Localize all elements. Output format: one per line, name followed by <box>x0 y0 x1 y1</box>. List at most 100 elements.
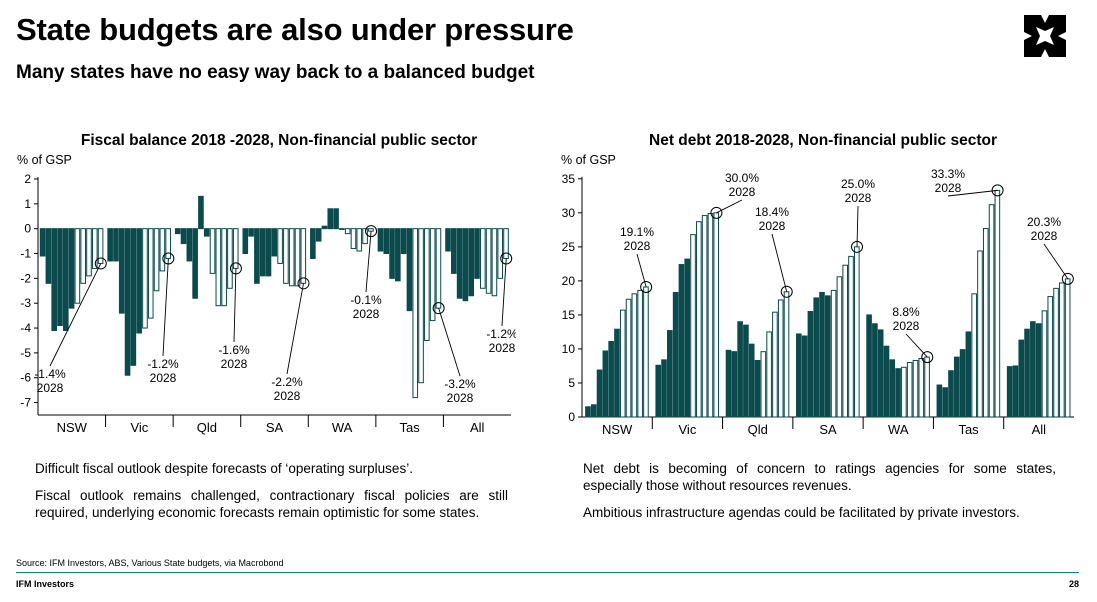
annotation-year: 2028 <box>447 391 474 405</box>
bar <box>830 289 837 418</box>
y-tick-label: 5 <box>568 376 575 390</box>
bar <box>321 225 328 230</box>
y-tick-label: 35 <box>562 172 576 186</box>
annotation-year: 2028 <box>489 341 516 355</box>
bar <box>91 228 98 269</box>
y-tick-label: -3 <box>20 296 31 310</box>
bar <box>754 360 761 418</box>
bar <box>491 228 498 297</box>
bar <box>344 228 351 235</box>
highlight-circle <box>432 302 445 315</box>
left-commentary-line-1: Difficult fiscal outlook despite forecas… <box>35 461 413 476</box>
bar <box>1059 282 1065 418</box>
bar <box>86 228 92 277</box>
bar <box>174 228 181 235</box>
bar <box>725 349 732 418</box>
bar <box>854 246 860 418</box>
y-axis-label: % of GSP <box>561 153 616 167</box>
bar <box>389 228 395 279</box>
right-commentary-line-1: Net debt is becoming of concern to ratin… <box>583 461 1056 493</box>
annotation-value: 8.8% <box>892 305 920 319</box>
bar <box>667 330 673 418</box>
bar <box>971 293 977 418</box>
bar <box>242 228 249 255</box>
bar <box>418 228 424 384</box>
bar <box>288 228 295 287</box>
bar <box>356 228 363 252</box>
bar <box>819 291 825 418</box>
bar <box>743 324 749 418</box>
highlight-circle <box>921 351 934 364</box>
bar <box>953 356 960 418</box>
highlight-circle <box>991 184 1004 197</box>
bar <box>62 228 69 332</box>
bar <box>429 228 436 322</box>
bar <box>883 345 890 418</box>
bar <box>912 360 919 418</box>
annotation-leader <box>716 199 743 214</box>
highlight-circle <box>780 285 793 298</box>
bar <box>383 228 390 255</box>
slide-title: State budgets are also under pressure <box>16 12 574 47</box>
bar <box>713 212 720 418</box>
bar <box>118 228 125 314</box>
bar <box>57 228 63 327</box>
bar <box>113 228 119 262</box>
annotation-year: 2028 <box>150 371 177 385</box>
y-axis-label: % of GSP <box>17 153 72 167</box>
bar <box>678 264 685 418</box>
bar <box>315 228 322 242</box>
bar <box>994 189 1001 418</box>
bar <box>655 364 662 418</box>
bar <box>696 221 702 418</box>
x-category-label: SA <box>266 420 284 435</box>
bar <box>248 228 254 237</box>
bar <box>1064 278 1071 418</box>
bar <box>866 314 872 418</box>
bar <box>1018 339 1025 418</box>
bar <box>637 289 643 418</box>
bar <box>1041 310 1048 418</box>
annotation-year: 2028 <box>935 181 962 195</box>
bar <box>74 228 81 304</box>
right-commentary: Net debt is becoming of concern to ratin… <box>583 460 1056 531</box>
bar <box>977 250 983 418</box>
x-category-label: All <box>470 420 485 435</box>
bar <box>186 228 193 262</box>
bar <box>198 195 204 230</box>
bar <box>480 228 486 289</box>
bar <box>807 311 814 418</box>
annotation-value: -0.1% <box>350 293 382 307</box>
bar <box>801 335 808 418</box>
source-note: Source: IFM Investors, ABS, Various Stat… <box>16 558 284 568</box>
bar <box>474 228 480 279</box>
x-category-label: NSW <box>602 422 633 437</box>
bar <box>294 228 301 287</box>
chart-title: Net debt 2018-2028, Non-financial public… <box>649 132 997 149</box>
bar <box>1012 365 1019 418</box>
annotation-value: 33.3% <box>931 167 965 181</box>
annotation-year: 2028 <box>1031 229 1058 243</box>
bar <box>1030 321 1036 418</box>
bar <box>265 228 272 277</box>
bar <box>221 228 227 307</box>
bar <box>180 228 187 245</box>
bar <box>468 228 475 297</box>
annotation-value: -1.2% <box>147 357 179 371</box>
annotation-value: -1.6% <box>218 343 250 357</box>
bar <box>333 208 339 230</box>
y-tick-label: -1 <box>20 247 31 261</box>
bar <box>424 228 430 341</box>
highlight-circle <box>94 257 107 270</box>
bar <box>124 228 131 376</box>
bar <box>965 331 972 418</box>
bar <box>45 228 52 284</box>
y-tick-label: 0 <box>24 222 31 236</box>
bar <box>147 228 154 319</box>
bar <box>395 228 401 282</box>
fiscal-balance-svg: Fiscal balance 2018 -2028, Non-financial… <box>17 132 516 435</box>
bar <box>68 228 75 309</box>
x-category-label: WA <box>888 422 909 437</box>
bar <box>362 228 368 245</box>
annotation-leader <box>286 283 304 375</box>
